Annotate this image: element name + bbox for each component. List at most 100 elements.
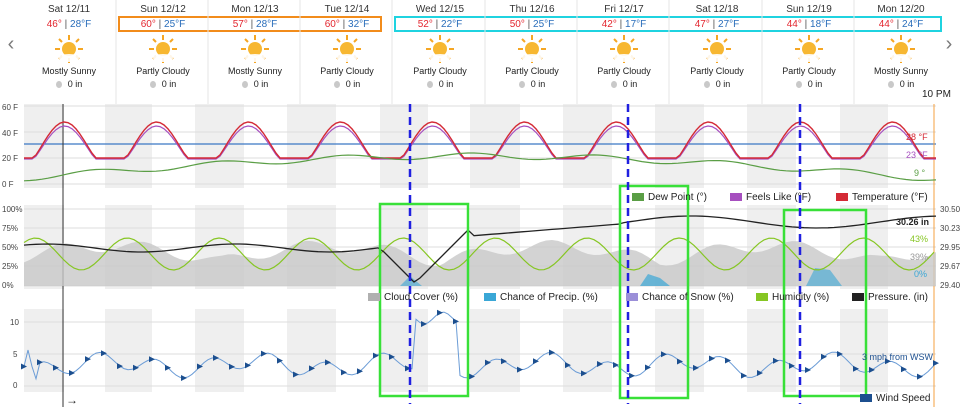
highlight-box-cyan [394, 16, 942, 32]
wind-arrow-marker [213, 354, 219, 361]
night-band [24, 205, 64, 289]
legend-cloud-cover[interactable]: Cloud Cover (%) [368, 292, 458, 303]
wind-speed-swatch [860, 394, 872, 403]
precip-value: 0 in [715, 79, 731, 89]
precip-end-label: 0% [914, 269, 928, 279]
night-band [24, 104, 64, 188]
wind-arrow-marker [901, 366, 907, 373]
night-band [287, 205, 336, 289]
pressure-tick-2967: 29.67 [940, 262, 960, 271]
night-band [655, 205, 704, 289]
wind-arrow-marker [693, 364, 699, 371]
day-date: Mon 12/20 [877, 4, 925, 15]
legend-chance-snow-label: Chance of Snow (%) [642, 292, 734, 303]
condition-label: Partly Cloudy [320, 66, 374, 76]
day-column[interactable]: Wed 12/15 52° | 22°F Partly Cloudy 0 in [394, 0, 486, 104]
temp-separator: | [158, 19, 162, 30]
condition-label: Mostly Sunny [873, 66, 929, 76]
condition-label: Partly Cloudy [413, 66, 467, 76]
low-temp: 22°F [441, 19, 463, 30]
wind-arrow-marker [917, 373, 923, 380]
day-temps: 52° | 22°F [394, 19, 486, 31]
dew-point-swatch [632, 193, 644, 202]
temp-separator: | [527, 19, 531, 30]
legend-feels-like[interactable]: Feels Like (°F) [730, 192, 811, 203]
day-column[interactable]: Mon 12/13 57° | 28°F Mostly Sunny 0 in [209, 0, 301, 104]
night-band [840, 309, 888, 392]
next-days-button[interactable]: › [945, 33, 953, 55]
raindrop-icon [426, 81, 433, 89]
precip-amount: 0 in [23, 79, 115, 89]
snow-swatch [626, 293, 638, 302]
day-date: Sat 12/11 [47, 4, 91, 15]
wind-arrow-marker [837, 351, 843, 358]
wind-arrow-marker [197, 363, 203, 370]
temp-separator: | [619, 19, 623, 30]
legend-pressure[interactable]: Pressure. (in) [852, 292, 928, 303]
raindrop-icon [149, 81, 156, 89]
high-temp: 42° [601, 19, 617, 30]
temp-tick-60: 60 F [2, 103, 19, 112]
cloud-tick-100: 100% [2, 205, 23, 214]
day-column[interactable]: Thu 12/16 50° | 25°F Partly Cloudy 0 in [486, 0, 578, 104]
night-band [840, 104, 888, 188]
night-band [105, 205, 152, 289]
legend-temperature[interactable]: Temperature (°F) [836, 192, 928, 203]
legend-dew-point[interactable]: Dew Point (°) [632, 192, 707, 203]
night-band [747, 309, 796, 392]
day-column[interactable]: Sat 12/18 47° | 27°F Partly Cloudy 0 in [671, 0, 763, 104]
wind-arrow-marker [805, 367, 811, 374]
legend-humidity[interactable]: Humidity (%) [756, 292, 829, 303]
pressure-series [23, 215, 937, 283]
night-band [380, 205, 428, 289]
precip-value: 0 in [161, 79, 177, 89]
condition-label: Mostly Sunny [41, 66, 97, 76]
temp-separator: | [804, 19, 808, 30]
wind-arrow-marker [325, 359, 331, 366]
wind-arrow-marker [357, 368, 363, 375]
temperature-swatch [836, 193, 848, 202]
low-temp: 24°F [902, 19, 924, 30]
cloud-tick-25: 25% [2, 262, 19, 271]
legend-chance-snow[interactable]: Chance of Snow (%) [626, 292, 734, 303]
night-band [747, 205, 796, 289]
day-date: Wed 12/15 [415, 4, 465, 15]
high-temp: 52° [417, 19, 433, 30]
wind-direction-arrow: → [66, 393, 78, 407]
legend-feels-like-label: Feels Like (°F) [746, 192, 812, 203]
high-temp: 57° [232, 19, 248, 30]
raindrop-icon [241, 81, 248, 89]
night-band [287, 104, 336, 188]
previous-days-button[interactable]: ‹ [7, 33, 15, 55]
humidity-swatch [756, 293, 768, 302]
day-column[interactable]: Mon 12/20 44° | 24°F Mostly Sunny 0 in [855, 0, 947, 104]
wind-arrow-marker [373, 352, 379, 359]
precip-value: 0 in [345, 79, 361, 89]
pressure-tick-2995: 29.95 [940, 243, 960, 252]
annotation-box [782, 208, 868, 398]
legend-chance-precip[interactable]: Chance of Precip. (%) [484, 292, 598, 303]
day-column[interactable]: Fri 12/17 42° | 17°F Partly Cloudy 0 in [578, 0, 670, 104]
day-column[interactable]: Sun 12/12 60° | 25°F Partly Cloudy 0 in [117, 0, 209, 104]
wind-arrow-marker [629, 372, 635, 379]
day-column[interactable]: Tue 12/14 60° | 32°F Partly Cloudy 0 in [301, 0, 393, 104]
raindrop-icon [610, 81, 617, 89]
precip-value: 0 in [530, 79, 546, 89]
precip-amount: 0 in [486, 79, 578, 89]
day-date: Sat 12/18 [695, 4, 739, 15]
night-band [195, 104, 244, 188]
legend-cloud-cover-label: Cloud Cover (%) [384, 292, 458, 303]
night-band [747, 104, 796, 188]
wind-arrow-marker [229, 363, 235, 370]
low-temp: 17°F [625, 19, 647, 30]
raindrop-icon [887, 81, 894, 89]
legend-wind-speed[interactable]: Wind Speed [860, 393, 930, 404]
temp-separator: | [712, 19, 716, 30]
day-column[interactable]: Sun 12/19 44° | 18°F Partly Cloudy 0 in [763, 0, 855, 104]
day-column[interactable]: Sat 12/11 46° | 28°F Mostly Sunny 0 in [23, 0, 115, 104]
day-temps: 57° | 28°F [209, 19, 301, 31]
wind-speed-series [23, 311, 937, 381]
wind-arrow-marker [773, 357, 779, 364]
high-temp: 47° [694, 19, 710, 30]
wind-arrow-marker [709, 355, 715, 362]
